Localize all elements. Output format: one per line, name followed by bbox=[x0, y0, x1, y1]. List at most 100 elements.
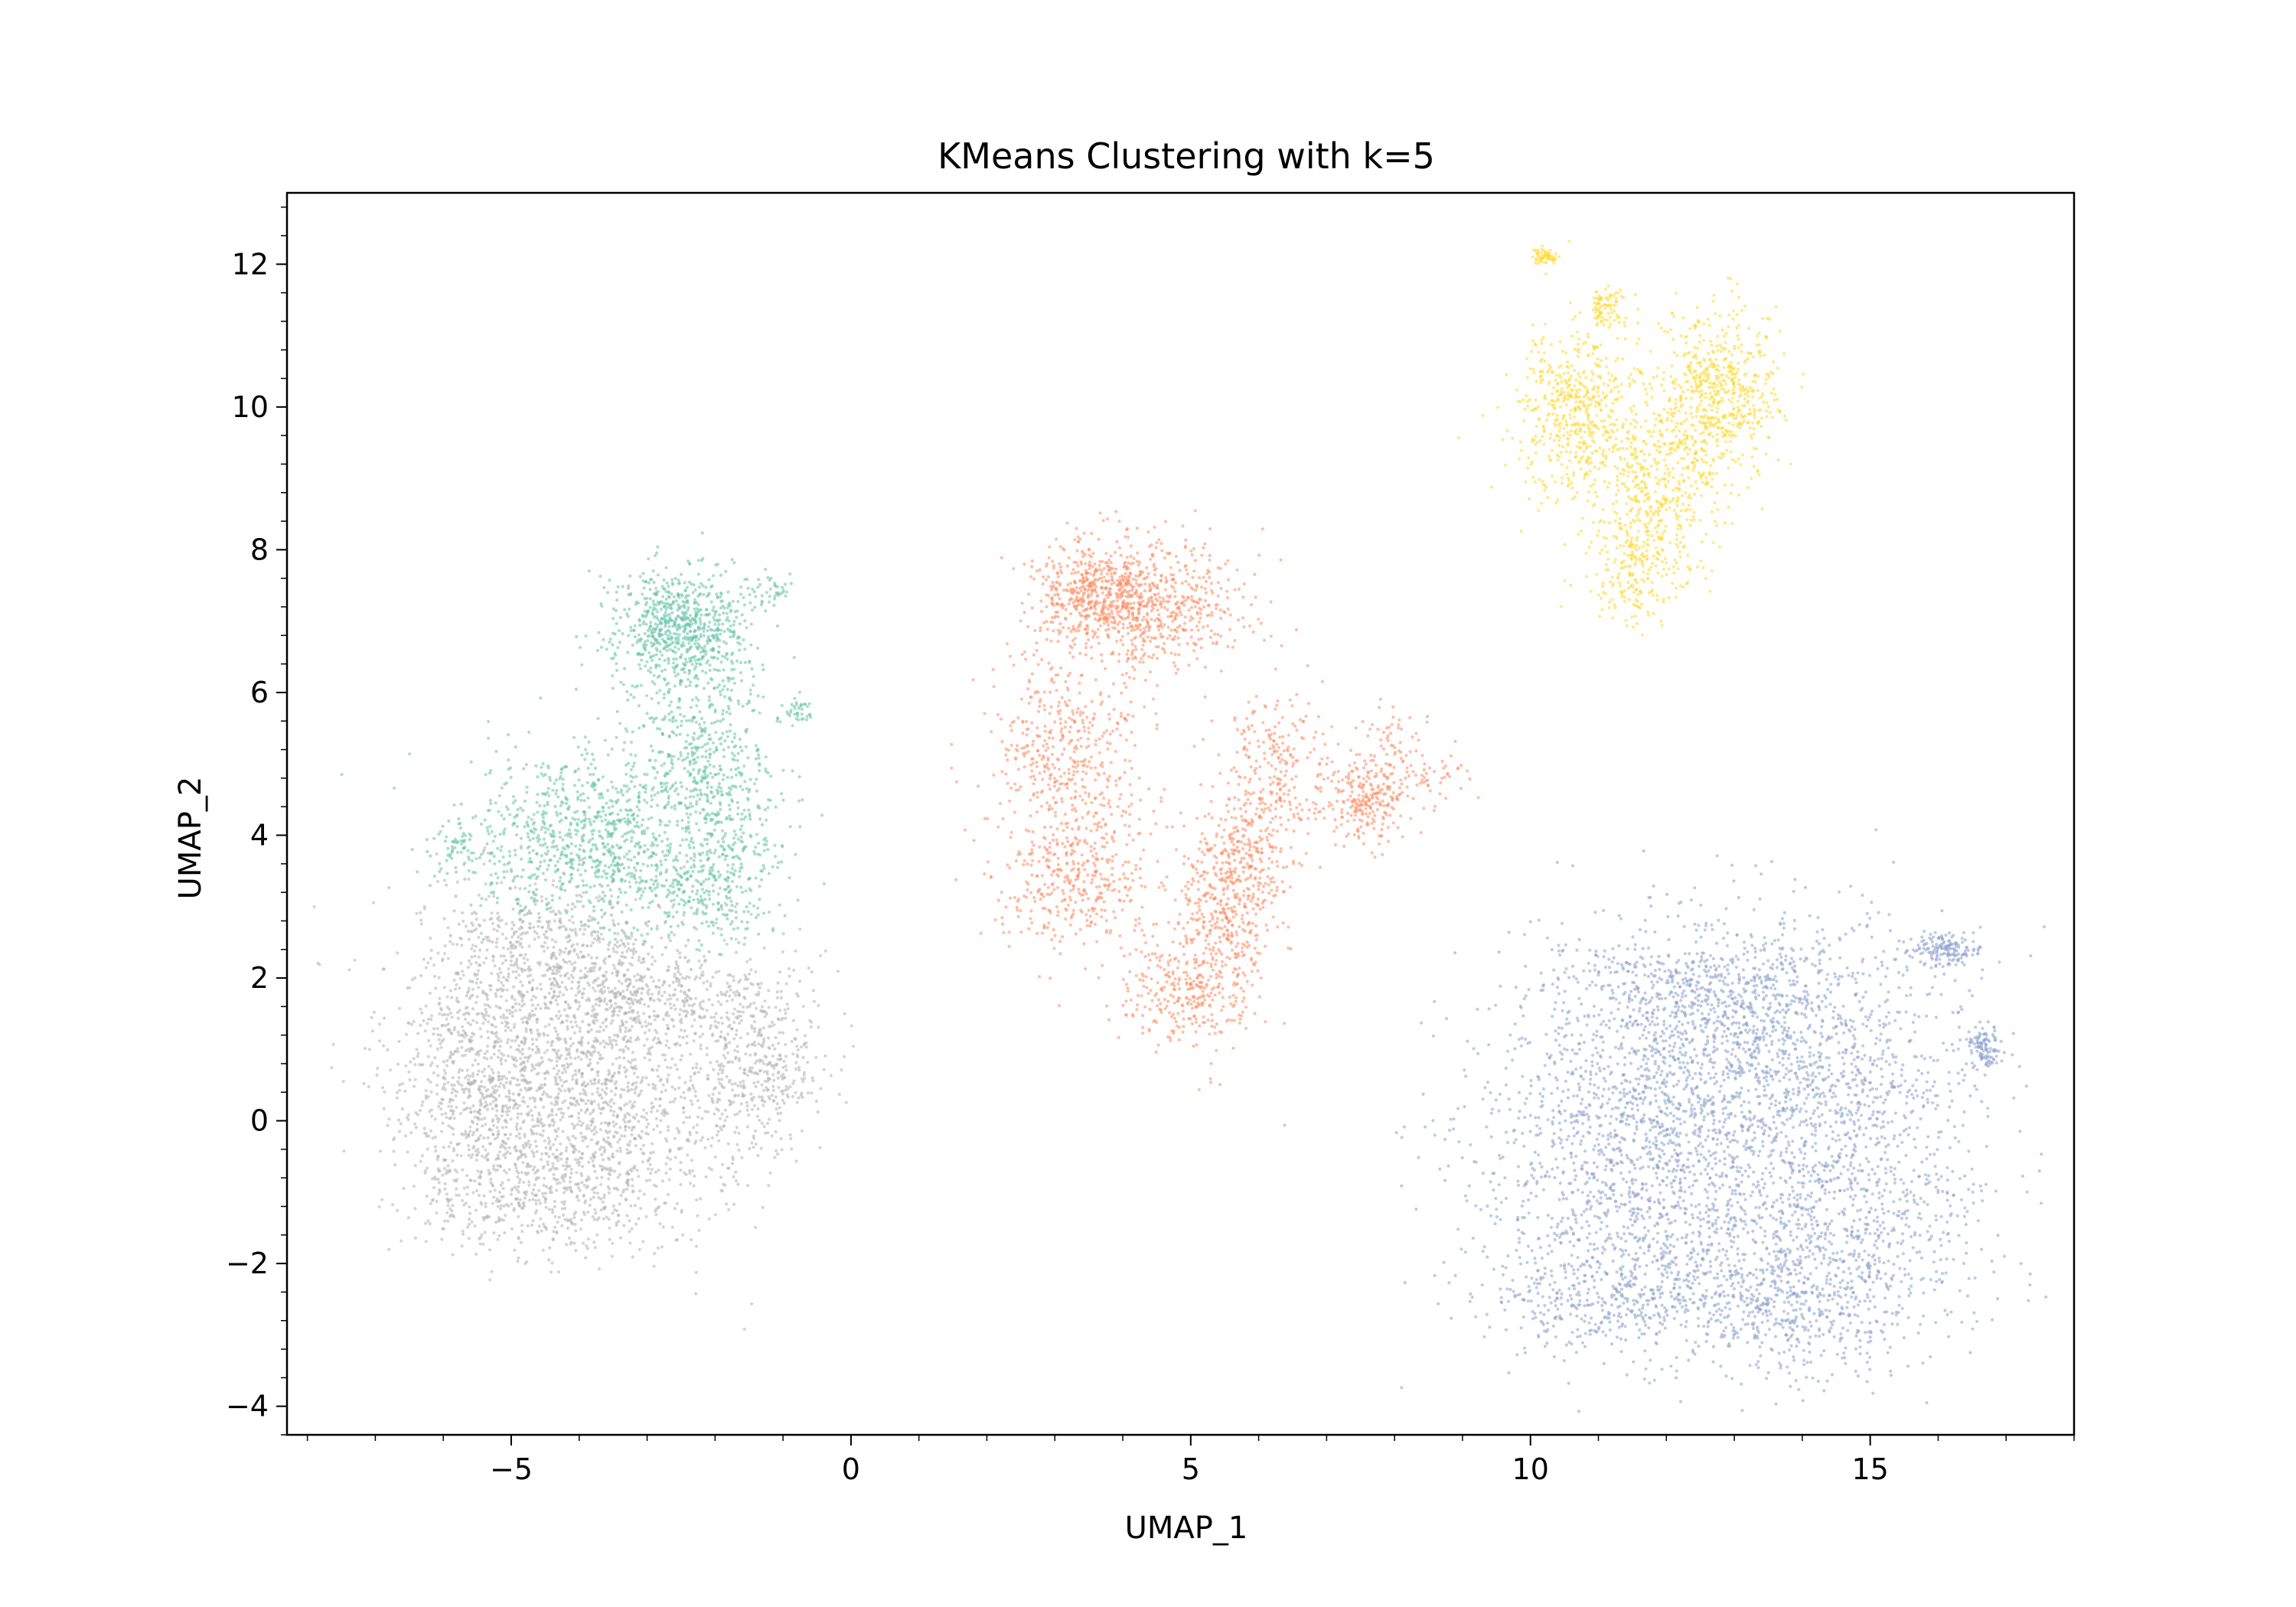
data-point bbox=[549, 858, 553, 862]
data-point bbox=[408, 752, 412, 756]
data-point bbox=[1132, 556, 1136, 561]
data-point bbox=[1186, 641, 1189, 646]
data-point bbox=[660, 764, 664, 768]
data-point bbox=[784, 590, 788, 594]
data-point bbox=[497, 794, 501, 797]
data-point bbox=[734, 833, 738, 836]
data-point bbox=[1220, 964, 1225, 968]
data-point bbox=[1007, 944, 1011, 948]
data-point bbox=[606, 830, 610, 834]
data-point bbox=[454, 865, 458, 869]
data-point bbox=[660, 850, 665, 854]
data-point bbox=[650, 628, 654, 632]
data-point bbox=[1126, 581, 1130, 585]
data-point bbox=[1114, 852, 1118, 856]
data-point bbox=[713, 848, 718, 852]
data-point bbox=[672, 731, 676, 735]
data-point bbox=[1160, 549, 1164, 553]
data-point bbox=[1178, 912, 1182, 916]
data-point bbox=[1073, 571, 1077, 575]
data-point bbox=[679, 781, 683, 784]
data-point bbox=[549, 833, 553, 836]
data-point bbox=[1027, 852, 1032, 856]
data-point bbox=[624, 820, 628, 824]
data-point bbox=[630, 740, 634, 745]
data-point bbox=[743, 936, 747, 940]
data-point bbox=[673, 789, 677, 793]
data-point bbox=[1202, 960, 1205, 964]
data-point bbox=[1035, 761, 1039, 764]
data-point bbox=[549, 906, 553, 910]
data-point bbox=[704, 821, 708, 825]
data-point bbox=[691, 869, 695, 873]
data-point bbox=[459, 802, 463, 806]
data-point bbox=[728, 890, 732, 894]
data-point bbox=[726, 615, 729, 620]
data-point bbox=[1121, 977, 1125, 982]
data-point bbox=[697, 585, 701, 589]
data-point bbox=[1173, 628, 1177, 632]
data-point bbox=[722, 630, 726, 634]
data-point bbox=[727, 697, 732, 701]
data-point bbox=[665, 781, 669, 785]
data-point bbox=[736, 766, 740, 770]
data-point bbox=[804, 702, 807, 706]
data-point bbox=[576, 745, 580, 749]
data-point bbox=[694, 665, 698, 669]
data-point bbox=[621, 862, 625, 866]
data-point bbox=[1101, 857, 1104, 861]
data-point bbox=[690, 804, 694, 808]
data-point bbox=[651, 608, 655, 612]
data-point bbox=[671, 650, 675, 654]
data-point bbox=[1094, 778, 1097, 782]
data-point bbox=[590, 865, 594, 869]
data-point bbox=[1200, 912, 1204, 916]
data-point bbox=[683, 758, 687, 761]
data-point bbox=[757, 756, 761, 760]
data-point bbox=[753, 852, 757, 856]
data-point bbox=[686, 859, 690, 864]
data-point bbox=[1108, 587, 1112, 591]
data-point bbox=[1110, 620, 1114, 624]
data-point bbox=[1076, 729, 1080, 733]
data-point bbox=[764, 770, 768, 774]
data-point bbox=[613, 931, 617, 935]
data-point bbox=[1030, 672, 1034, 676]
data-point bbox=[688, 618, 692, 622]
data-point bbox=[682, 614, 686, 618]
data-point bbox=[1035, 810, 1039, 814]
data-point bbox=[1191, 864, 1195, 869]
data-point bbox=[1162, 884, 1166, 888]
data-point bbox=[1025, 880, 1029, 884]
data-point bbox=[1055, 789, 1059, 793]
data-point bbox=[725, 816, 729, 820]
data-point bbox=[617, 629, 621, 633]
data-point bbox=[1240, 1014, 1244, 1018]
data-point bbox=[1084, 562, 1088, 566]
data-point bbox=[1143, 934, 1146, 937]
data-point bbox=[1127, 824, 1131, 828]
data-point bbox=[1048, 893, 1052, 897]
data-point bbox=[661, 601, 665, 605]
data-point bbox=[1150, 581, 1155, 585]
data-point bbox=[1122, 872, 1126, 876]
data-point bbox=[1106, 860, 1110, 864]
data-point bbox=[1124, 589, 1128, 594]
data-point bbox=[1001, 817, 1005, 821]
data-point bbox=[1043, 738, 1047, 742]
data-point bbox=[1199, 637, 1203, 641]
data-point bbox=[1202, 1015, 1205, 1019]
data-point bbox=[713, 828, 716, 832]
data-point bbox=[1082, 725, 1086, 729]
data-point bbox=[1126, 601, 1130, 605]
data-point bbox=[788, 714, 791, 718]
data-point bbox=[1106, 623, 1110, 627]
data-point bbox=[1111, 604, 1116, 608]
data-point bbox=[718, 886, 722, 890]
data-point bbox=[1254, 595, 1257, 599]
data-point bbox=[706, 795, 709, 800]
data-point bbox=[1117, 797, 1121, 800]
data-point bbox=[1195, 624, 1199, 628]
data-point bbox=[764, 836, 768, 840]
data-point bbox=[1229, 1002, 1233, 1006]
